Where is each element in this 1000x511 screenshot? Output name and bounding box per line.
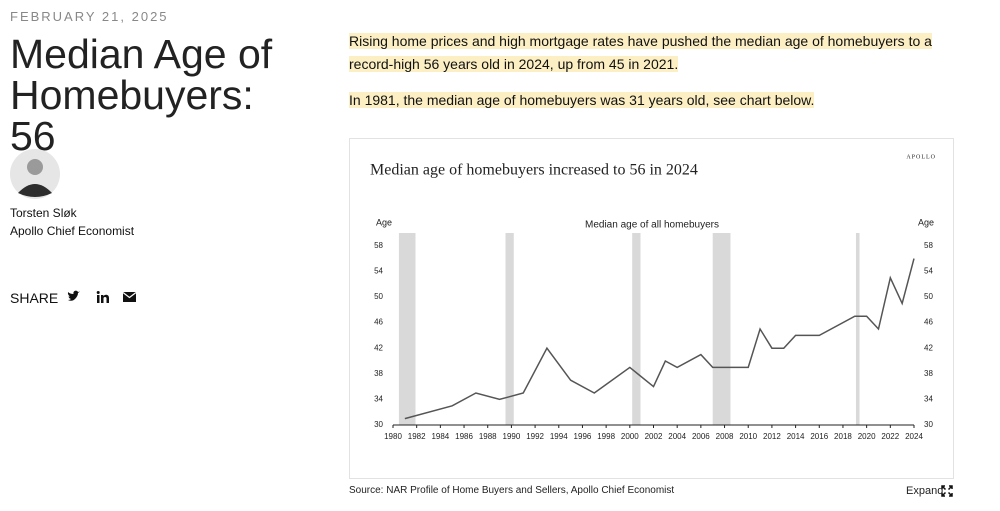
chart-title: Median age of homebuyers increased to 56… xyxy=(370,162,698,179)
y-tick-label: 46 xyxy=(374,318,383,327)
y2-tick-label: 42 xyxy=(924,343,933,352)
recession-band xyxy=(712,233,731,425)
y2-tick-label: 38 xyxy=(924,369,933,378)
x-tick-label: 1980 xyxy=(384,432,402,441)
highlight: Rising home prices and high mortgage rat… xyxy=(349,33,932,72)
brand: APOLLO xyxy=(906,154,936,160)
x-tick-label: 2012 xyxy=(763,432,781,441)
y-axis-label: Age xyxy=(376,217,392,227)
linkedin-icon[interactable] xyxy=(96,291,109,303)
x-tick-label: 2014 xyxy=(787,432,805,441)
chart: Median age of homebuyers increased to 56… xyxy=(349,138,954,479)
x-tick-label: 1984 xyxy=(431,432,449,441)
y2-tick-label: 58 xyxy=(924,241,933,250)
x-tick-label: 2020 xyxy=(858,432,876,441)
x-tick-label: 2002 xyxy=(645,432,663,441)
date: FEBRUARY 21, 2025 xyxy=(10,9,169,24)
x-tick-label: 1996 xyxy=(574,432,592,441)
chart-subtitle: Median age of all homebuyers xyxy=(585,220,719,231)
y-tick-label: 54 xyxy=(374,267,383,276)
recession-band xyxy=(632,233,641,425)
y2-tick-label: 54 xyxy=(924,267,933,276)
recession-band xyxy=(855,233,860,425)
x-tick-label: 1994 xyxy=(550,432,568,441)
share-icons xyxy=(67,290,137,303)
x-tick-label: 1998 xyxy=(597,432,615,441)
x-tick-label: 2018 xyxy=(834,432,852,441)
y2-axis-label: Age xyxy=(918,217,934,227)
share-label: SHARE xyxy=(10,290,59,306)
x-tick-label: 2022 xyxy=(881,432,899,441)
author-role: Apollo Chief Economist xyxy=(10,224,135,238)
page-title: Median Age of Homebuyers: 56 xyxy=(10,31,273,159)
expand-icon[interactable] xyxy=(941,485,953,497)
avatar xyxy=(10,149,60,199)
highlight: In 1981, the median age of homebuyers wa… xyxy=(349,92,815,108)
y-tick-label: 50 xyxy=(374,292,383,301)
y-tick-label: 30 xyxy=(374,420,383,429)
x-tick-label: 2000 xyxy=(621,432,639,441)
line-series xyxy=(404,258,915,420)
y-tick-label: 38 xyxy=(374,369,383,378)
x-tick-label: 1986 xyxy=(455,432,473,441)
y2-tick-label: 50 xyxy=(924,292,933,301)
y2-tick-label: 30 xyxy=(924,420,933,429)
recession-band xyxy=(505,233,514,425)
x-tick-label: 2006 xyxy=(692,432,710,441)
y2-tick-label: 34 xyxy=(924,395,933,404)
twitter-icon[interactable] xyxy=(67,290,80,301)
x-tick-label: 2024 xyxy=(905,432,923,441)
y-tick-label: 34 xyxy=(374,395,383,404)
x-tick-label: 2004 xyxy=(668,432,686,441)
x-tick-label: 2010 xyxy=(739,432,757,441)
paragraph: Rising home prices and high mortgage rat… xyxy=(349,30,959,76)
source: Source: NAR Profile of Home Buyers and S… xyxy=(349,485,675,496)
x-tick-label: 2008 xyxy=(716,432,734,441)
x-tick-label: 1992 xyxy=(526,432,544,441)
x-tick-label: 2016 xyxy=(810,432,828,441)
x-tick-label: 1990 xyxy=(503,432,521,441)
x-tick-label: 1982 xyxy=(408,432,426,441)
recession-band xyxy=(398,233,416,425)
mail-icon[interactable] xyxy=(122,292,137,302)
y-tick-label: 58 xyxy=(374,241,383,250)
paragraph: In 1981, the median age of homebuyers wa… xyxy=(349,89,959,112)
author-name: Torsten Sløk xyxy=(10,206,77,220)
y2-tick-label: 46 xyxy=(924,318,933,327)
x-tick-label: 1988 xyxy=(479,432,497,441)
expand-button[interactable]: Expand xyxy=(906,485,944,497)
y-tick-label: 42 xyxy=(374,343,383,352)
